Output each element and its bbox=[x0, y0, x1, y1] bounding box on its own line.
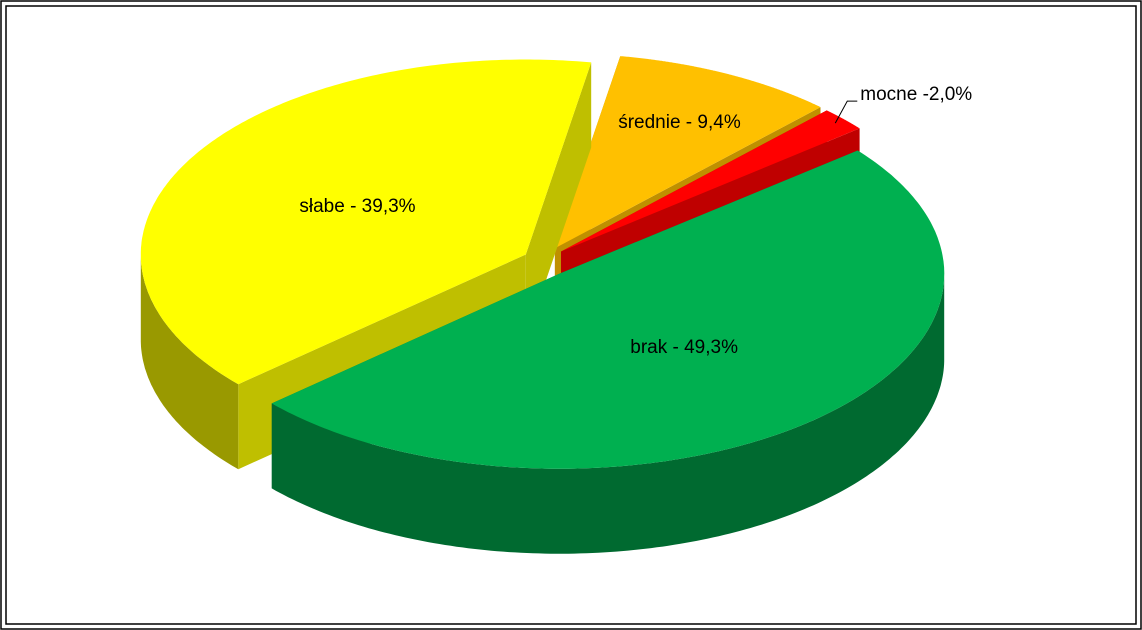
slice-label: średnie - 9,4% bbox=[618, 112, 741, 133]
slice bbox=[271, 150, 945, 469]
slice-label: mocne -2,0% bbox=[860, 84, 972, 105]
inner-frame bbox=[5, 5, 1137, 625]
slice-label: słabe - 39,3% bbox=[299, 196, 415, 217]
leader-line bbox=[834, 100, 858, 124]
slice-label: brak - 49,3% bbox=[630, 337, 738, 358]
slice-side bbox=[271, 276, 945, 554]
slice bbox=[561, 110, 860, 252]
slice-side bbox=[525, 62, 592, 340]
slice-side bbox=[140, 254, 239, 470]
slice bbox=[554, 56, 821, 249]
slice bbox=[140, 59, 592, 385]
